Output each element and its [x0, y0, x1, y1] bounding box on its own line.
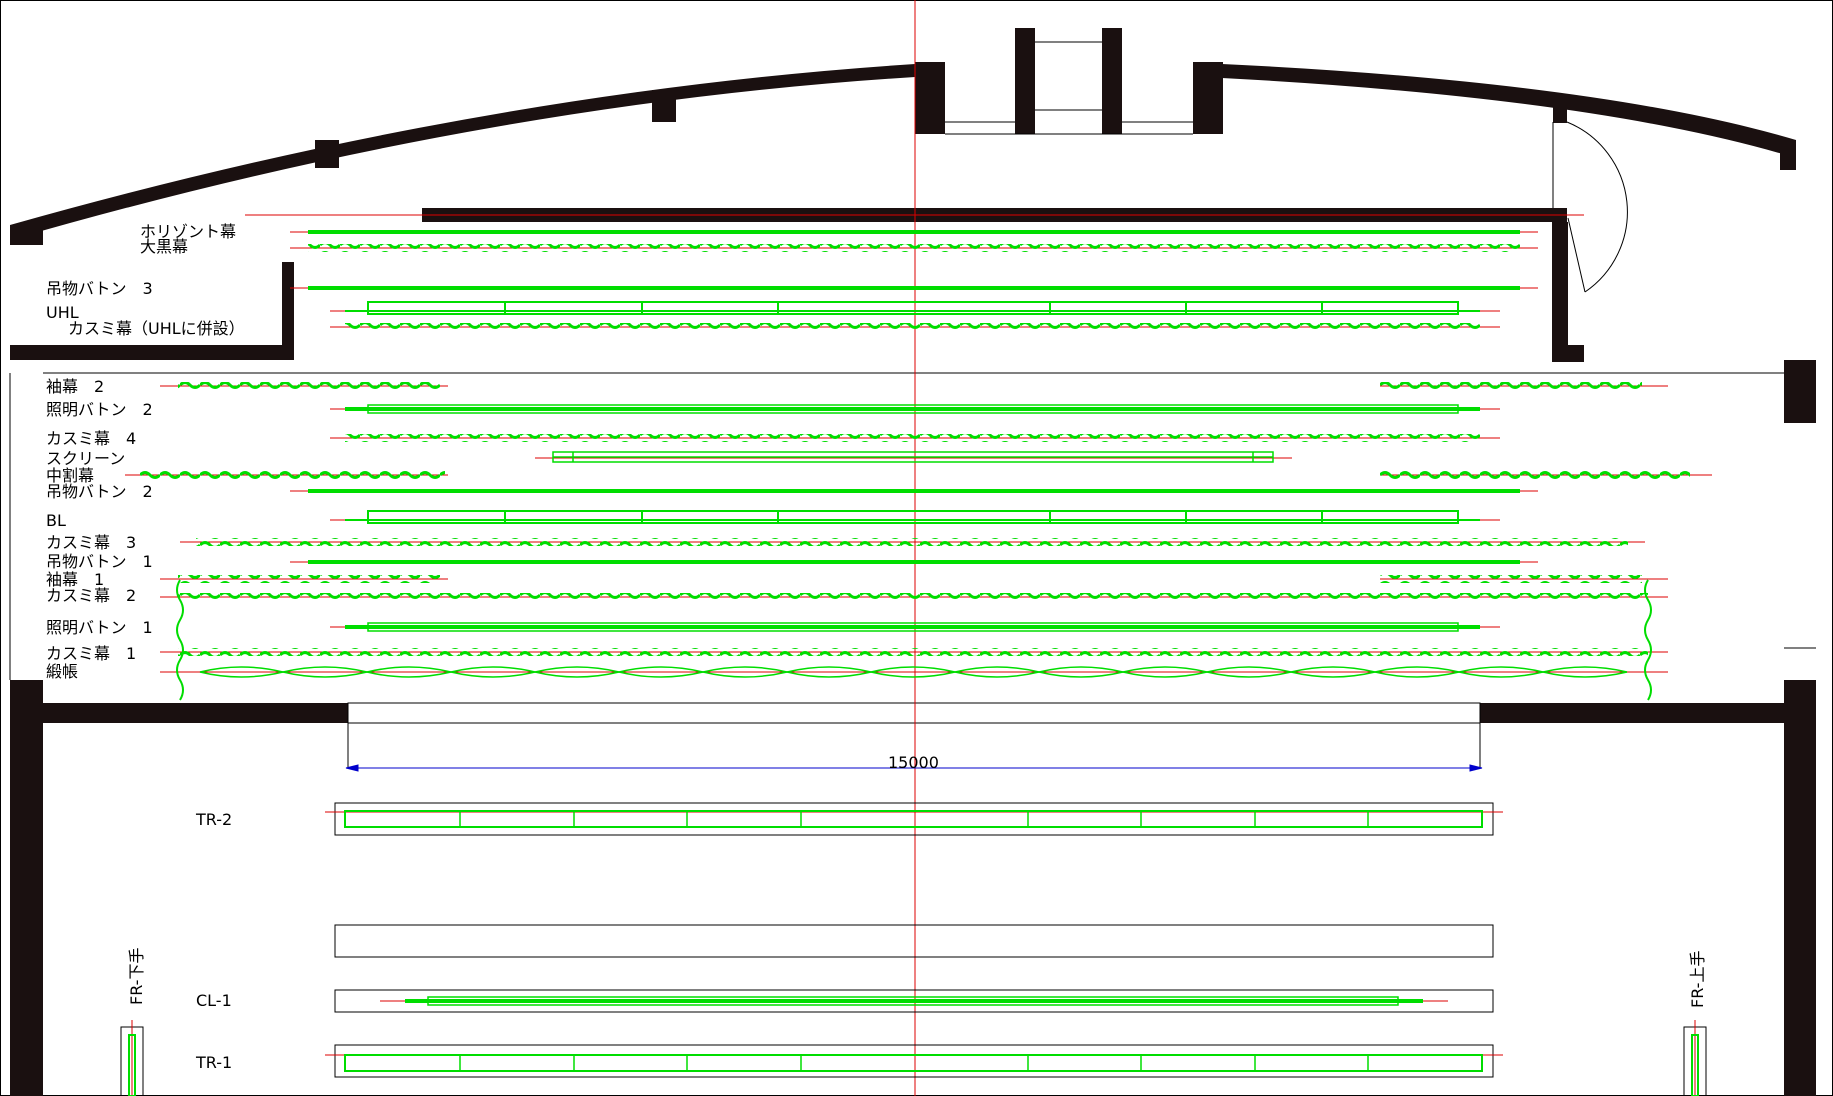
kasumi-1-curtain — [178, 648, 1648, 656]
label-tsuri2: 吊物バトン 2 — [46, 482, 153, 501]
empty-position-bar — [334, 924, 1494, 958]
cl-1-fixture — [334, 989, 1494, 1013]
door-swing — [1566, 121, 1628, 293]
label-kasumi2: カスミ幕 2 — [46, 586, 136, 605]
bl-fixture — [345, 510, 1480, 524]
label-nakawari: 中割幕 — [46, 466, 94, 485]
stage-labels: ホリゾント幕 大黒幕 吊物バトン 3 UHL カスミ幕（UHLに併設） 袖幕 2… — [46, 222, 245, 681]
side-walls — [10, 222, 1816, 1096]
nakawari-left — [140, 471, 445, 479]
tsuri-batten-1 — [308, 560, 1520, 564]
label-shomei1: 照明バトン 1 — [46, 618, 153, 637]
label-kasumi3: カスミ幕 3 — [46, 533, 136, 552]
back-wall — [10, 28, 1796, 240]
fr-right-fixture — [1683, 1020, 1707, 1096]
kasumi-2-curtain — [178, 593, 1648, 601]
tsuri-batten-2 — [308, 489, 1520, 493]
stage-equipment — [140, 230, 1690, 701]
label-ookuro: 大黒幕 — [140, 237, 188, 256]
kasumi-2-side-right — [1644, 579, 1652, 701]
sode-2-right — [1380, 382, 1642, 390]
label-screen: スクリーン — [46, 449, 125, 468]
shomei-batten-1 — [345, 622, 1480, 632]
label-cl1: CL-1 — [196, 991, 232, 1010]
label-kasumi-uhl: カスミ幕（UHLに併設） — [68, 319, 245, 338]
sode-1-left — [178, 575, 440, 583]
rear-staircase — [945, 41, 1193, 135]
tr-2-fixture — [325, 802, 1503, 836]
label-bl: BL — [46, 511, 66, 530]
nakawari-right — [1380, 471, 1690, 479]
label-horizont: ホリゾント幕 — [140, 222, 236, 241]
label-tsuri1: 吊物バトン 1 — [46, 552, 153, 571]
kasumi-3-curtain — [196, 538, 1628, 546]
uhl-fixture — [345, 301, 1480, 315]
tr-1-fixture — [325, 1044, 1503, 1078]
dimension-value: 15000 — [888, 753, 939, 772]
label-sode2: 袖幕 2 — [46, 377, 104, 396]
label-tr1: TR-1 — [195, 1053, 232, 1072]
wall-outlines — [9, 122, 1816, 724]
doncho-curtain — [199, 666, 1628, 678]
kasumi-4-curtain — [345, 434, 1480, 442]
tsuri-batten-3 — [308, 286, 1520, 290]
label-kasumi4: カスミ幕 4 — [46, 429, 136, 448]
label-tr2: TR-2 — [195, 810, 232, 829]
label-tsuri3: 吊物バトン 3 — [46, 279, 153, 298]
label-fr-right: FR-上手 — [1688, 951, 1707, 1008]
label-fr-left: FR-下手 — [127, 948, 146, 1005]
shomei-batten-2 — [345, 404, 1480, 414]
kasumi-2-side-left — [176, 579, 184, 701]
sode-2-left — [178, 382, 440, 390]
sode-1-right — [1380, 575, 1642, 583]
horizont-batten — [308, 230, 1520, 234]
red-lead-lines — [125, 214, 1712, 673]
door-leaf — [1567, 217, 1586, 293]
screen — [552, 451, 1274, 463]
ookuro-curtain — [308, 244, 1520, 252]
label-kasumi1: カスミ幕 1 — [46, 644, 136, 663]
label-uhl: UHL — [46, 303, 79, 322]
kasumi-uhl-curtain — [345, 323, 1480, 331]
label-doncho: 緞帳 — [46, 662, 78, 681]
label-sode1: 袖幕 1 — [46, 570, 104, 589]
fr-left-fixture — [120, 1020, 144, 1096]
label-shomei2: 照明バトン 2 — [46, 400, 153, 419]
width-dimension — [345, 723, 1483, 772]
